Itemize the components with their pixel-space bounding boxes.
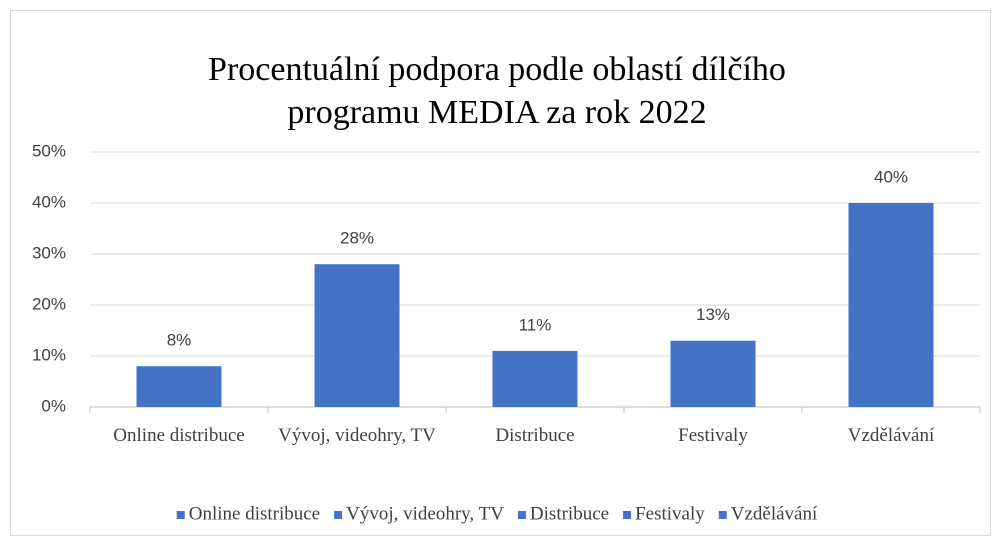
- y-tick-label: 40%: [32, 192, 66, 211]
- chart-title: Procentuální podpora podle oblastí dílčí…: [208, 51, 786, 131]
- x-tick-label: Vzdělávání: [848, 425, 935, 446]
- legend-label: Vývoj, videohry, TV: [346, 503, 504, 524]
- legend-swatch: [334, 511, 343, 519]
- legend-swatch: [718, 511, 727, 519]
- x-tick-label: Festivaly: [678, 425, 748, 446]
- legend-label: Vzdělávání: [731, 503, 818, 524]
- x-tick-label: Distribuce: [495, 425, 574, 446]
- data-label: 13%: [696, 305, 730, 324]
- y-tick-label: 20%: [32, 294, 66, 313]
- bar: [670, 340, 756, 407]
- y-tick-label: 10%: [32, 345, 66, 364]
- legend-label: Distribuce: [530, 503, 609, 524]
- bar: [136, 366, 222, 407]
- y-tick-label: 0%: [41, 396, 66, 415]
- legend-label: Online distribuce: [189, 503, 320, 524]
- bar: [492, 350, 578, 407]
- legend-swatch: [623, 511, 632, 519]
- x-tick-label: Vývoj, videohry, TV: [278, 425, 436, 446]
- y-tick-label: 50%: [32, 141, 66, 160]
- data-label: 8%: [167, 331, 192, 350]
- data-label: 40%: [874, 167, 908, 186]
- data-label: 28%: [340, 229, 374, 248]
- legend-label: Festivaly: [635, 503, 705, 524]
- bar: [848, 203, 934, 407]
- y-tick-label: 30%: [32, 243, 66, 262]
- legend-swatch: [176, 511, 185, 519]
- bar: [314, 264, 400, 407]
- legend-swatch: [517, 511, 526, 519]
- data-label: 11%: [519, 315, 552, 334]
- chart-border: [10, 10, 991, 536]
- legend: Online distribuce Vývoj, videohry, TV Dist…: [176, 503, 818, 524]
- x-tick-label: Online distribuce: [113, 425, 244, 446]
